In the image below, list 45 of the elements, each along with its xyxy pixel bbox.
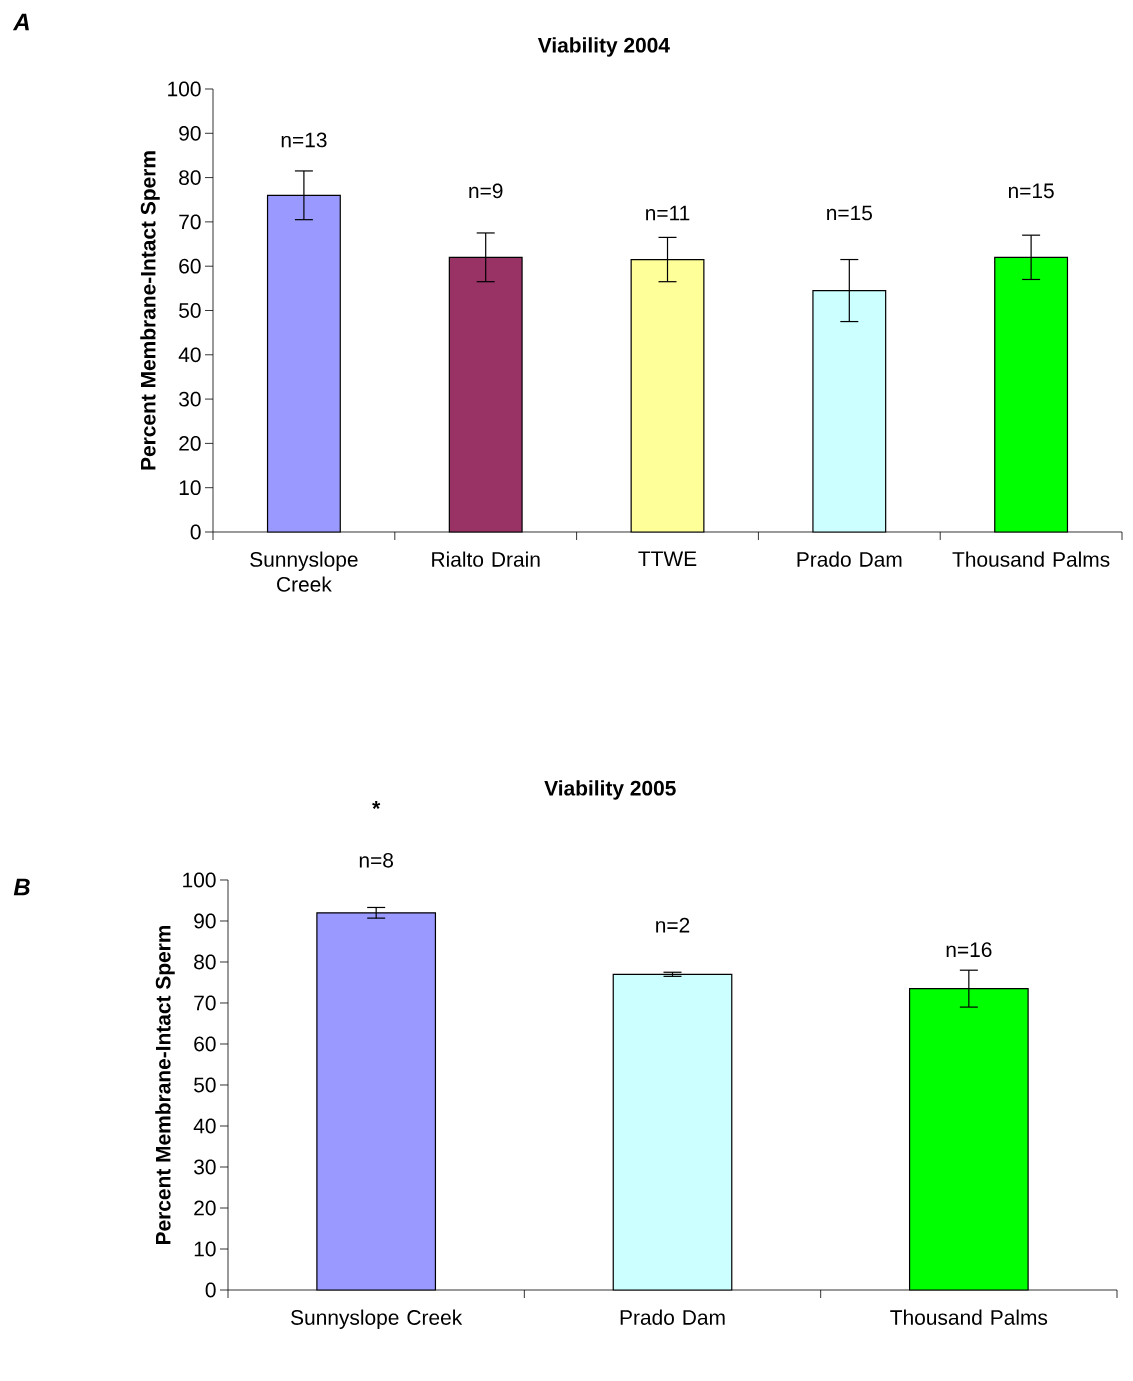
text: B [13, 878, 30, 896]
y-tick-label: 40 [193, 1118, 216, 1134]
y-tick-label: 70 [179, 214, 201, 230]
y-tick-label: 80 [179, 170, 201, 185]
text: * [372, 801, 381, 809]
annotation: n=2 [656, 917, 690, 933]
y-axis-title: Percent Membrane-Intact Sperm [155, 925, 175, 1245]
y-tick-label: 10 [179, 480, 201, 496]
y-tick-label: 80 [194, 954, 216, 970]
text: A [12, 13, 29, 31]
annotation: n=11 [646, 205, 690, 221]
x-tick-label: Sunnyslope Creek [250, 551, 358, 592]
annotation: n=15 [1008, 183, 1054, 199]
annotation: n=16 [946, 942, 992, 958]
chart-title: Viability 2004 [537, 37, 670, 57]
y-tick-label: 0 [205, 1282, 216, 1298]
text: n=8 [359, 852, 393, 868]
x-tick-label: Sunnyslope Creek [291, 1309, 463, 1330]
y-tick-label: 90 [179, 125, 201, 141]
y-tick-label: 40 [178, 347, 201, 363]
x-tick-label: Thousand Palms [890, 1309, 1048, 1325]
y-tick-label: 10 [194, 1241, 216, 1257]
x-tick-label: Thousand Palms [952, 551, 1110, 567]
y-tick-label: 60 [179, 258, 201, 274]
y-tick-label: 50 [194, 1077, 216, 1093]
annotation: n=9 [469, 183, 503, 199]
y-tick-label: 60 [194, 1036, 216, 1052]
y-tick-label: 0 [190, 524, 201, 540]
annotation: n=13 [281, 132, 327, 148]
y-tick-label: 20 [179, 435, 201, 451]
x-tick-label: Prado Dam [620, 1309, 725, 1325]
annotation: n=15 [827, 205, 872, 221]
y-tick-label: 30 [194, 1159, 216, 1175]
y-tick-label: 100 [168, 81, 201, 97]
y-tick-label: 70 [194, 995, 216, 1011]
y-tick-label: 20 [194, 1200, 216, 1216]
y-axis-title: Percent Membrane-Intact Sperm [140, 151, 160, 470]
y-tick-label: 100 [183, 872, 216, 888]
y-tick-label: 30 [179, 391, 201, 407]
x-tick-label: TTWE [638, 551, 697, 566]
y-tick-label: 90 [194, 913, 216, 929]
x-tick-label: Rialto Drain [432, 551, 540, 567]
chart-title: Viability 2005 [544, 780, 676, 800]
y-tick-label: 50 [179, 303, 201, 318]
x-tick-label: Prado Dam [797, 551, 902, 567]
